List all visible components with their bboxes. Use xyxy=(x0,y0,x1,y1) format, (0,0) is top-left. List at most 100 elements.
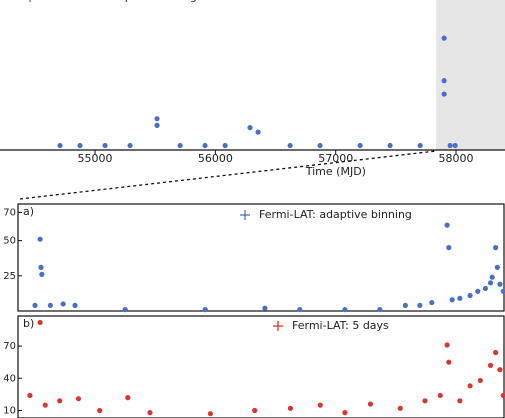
point xyxy=(75,396,82,402)
plot-frame xyxy=(17,203,505,312)
point xyxy=(297,306,303,313)
point xyxy=(397,405,403,411)
point xyxy=(39,271,45,277)
point xyxy=(72,302,78,308)
point xyxy=(60,301,66,307)
point xyxy=(447,142,453,149)
point xyxy=(38,264,44,270)
point xyxy=(207,411,214,417)
point xyxy=(417,142,423,149)
point xyxy=(57,398,63,404)
x-tick-label: 58000 xyxy=(439,152,474,165)
point xyxy=(47,302,53,308)
point xyxy=(202,306,208,313)
point xyxy=(57,142,63,149)
y-tick-label: 40 xyxy=(3,373,16,384)
point xyxy=(441,35,447,41)
panel-label: a) xyxy=(23,205,34,218)
plot-frame xyxy=(17,315,505,418)
x-tick-label: 55000 xyxy=(78,152,113,165)
point xyxy=(154,122,160,128)
point xyxy=(482,285,489,292)
point xyxy=(444,222,450,228)
point xyxy=(494,264,500,270)
point xyxy=(402,302,408,308)
point xyxy=(27,392,33,399)
point xyxy=(477,377,483,384)
point xyxy=(467,292,473,299)
point xyxy=(441,78,447,84)
point xyxy=(287,405,294,411)
point xyxy=(77,142,83,149)
point xyxy=(417,302,423,308)
point xyxy=(493,245,499,251)
point xyxy=(37,319,43,326)
point xyxy=(446,245,452,251)
point xyxy=(497,367,503,373)
point xyxy=(147,410,153,416)
point xyxy=(247,125,253,131)
point xyxy=(97,407,103,414)
panel-label: b) xyxy=(23,317,34,330)
point xyxy=(317,142,323,149)
point xyxy=(222,142,228,149)
point xyxy=(42,402,48,408)
x-axis-label: Time (MJD) xyxy=(305,165,366,178)
x-tick-label: 57000 xyxy=(318,152,353,165)
zoom-line xyxy=(19,150,437,200)
y-tick-label: 70 xyxy=(3,207,16,218)
y-tick-label: 50 xyxy=(3,236,16,247)
point xyxy=(487,362,494,368)
point xyxy=(441,91,447,97)
point xyxy=(255,129,261,135)
point xyxy=(449,297,455,303)
point xyxy=(262,305,268,311)
point xyxy=(377,306,383,313)
point xyxy=(125,395,131,401)
point xyxy=(154,116,160,122)
point xyxy=(252,407,258,414)
point xyxy=(342,410,348,416)
point xyxy=(287,142,293,149)
point xyxy=(452,142,458,149)
data-group xyxy=(27,319,505,417)
data-group xyxy=(57,35,458,149)
point xyxy=(127,142,133,149)
point xyxy=(122,306,128,313)
legend-label: Fermi-LAT: 5 days xyxy=(292,319,389,332)
point xyxy=(387,142,393,149)
point xyxy=(467,383,473,389)
point xyxy=(177,142,183,149)
point xyxy=(102,142,108,149)
point xyxy=(32,302,38,308)
point xyxy=(444,342,450,348)
point xyxy=(37,236,43,242)
point xyxy=(475,288,481,294)
point xyxy=(317,402,323,408)
point xyxy=(357,142,363,149)
y-tick-label: 25 xyxy=(3,271,16,282)
point xyxy=(500,288,505,294)
point xyxy=(437,392,443,399)
point xyxy=(489,274,495,280)
point xyxy=(429,299,435,306)
y-tick-label: 70 xyxy=(3,341,16,352)
y-tick-label: 10 xyxy=(3,405,16,416)
data-group xyxy=(32,222,505,313)
point xyxy=(202,142,208,149)
point xyxy=(493,349,499,356)
point xyxy=(457,398,463,404)
shaded-region xyxy=(436,0,505,150)
point xyxy=(342,306,348,313)
point xyxy=(446,359,452,365)
legend-label: Fermi-LAT: adaptive binning xyxy=(259,208,412,221)
point xyxy=(457,295,463,301)
point xyxy=(367,401,374,407)
x-tick-label: 56000 xyxy=(198,152,233,165)
point xyxy=(497,281,503,287)
point xyxy=(422,398,428,404)
legend-label: Fermi-LAT: adaptive binning xyxy=(44,0,197,3)
point xyxy=(487,280,494,286)
point xyxy=(500,392,505,399)
